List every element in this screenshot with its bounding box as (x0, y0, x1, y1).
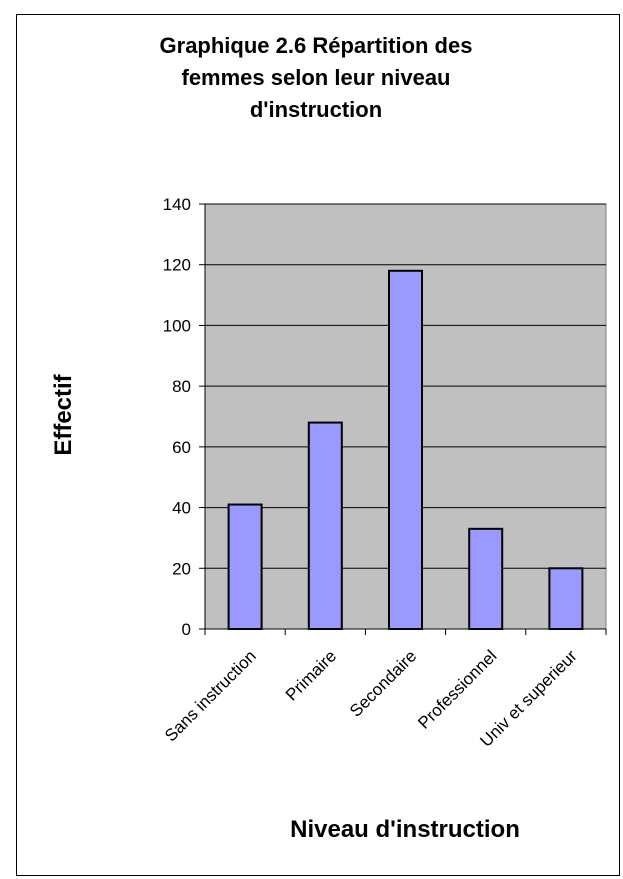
chart-title-line-1: Graphique 2.6 Répartition des (159, 33, 473, 58)
x-tick-label: Primaire (282, 646, 340, 704)
y-tick-label: 40 (172, 499, 191, 518)
y-tick-label: 60 (172, 438, 191, 457)
bar (307, 421, 343, 631)
y-tick-label: 80 (172, 377, 191, 396)
y-tick-label: 0 (182, 620, 191, 639)
y-tick-label: 100 (163, 316, 191, 335)
x-tick-label: Professionnel (414, 646, 500, 732)
chart-title: Graphique 2.6 Répartition des femmes sel… (0, 30, 623, 126)
bar (388, 269, 423, 630)
x-axis-title: Niveau d'instruction (290, 816, 520, 843)
y-axis-title: Effectif (50, 373, 77, 455)
x-tick-label: Sans instruction (161, 646, 260, 745)
chart-title-line-2: femmes selon leur niveau (181, 65, 451, 90)
bar (227, 503, 263, 630)
bar (548, 567, 584, 630)
y-tick-label: 20 (172, 559, 191, 578)
chart-title-line-3: d'instruction (249, 97, 383, 122)
y-tick-label: 140 (163, 195, 191, 214)
bar (468, 527, 504, 630)
y-tick-label: 120 (163, 256, 191, 275)
x-tick-label: Secondaire (346, 646, 420, 720)
